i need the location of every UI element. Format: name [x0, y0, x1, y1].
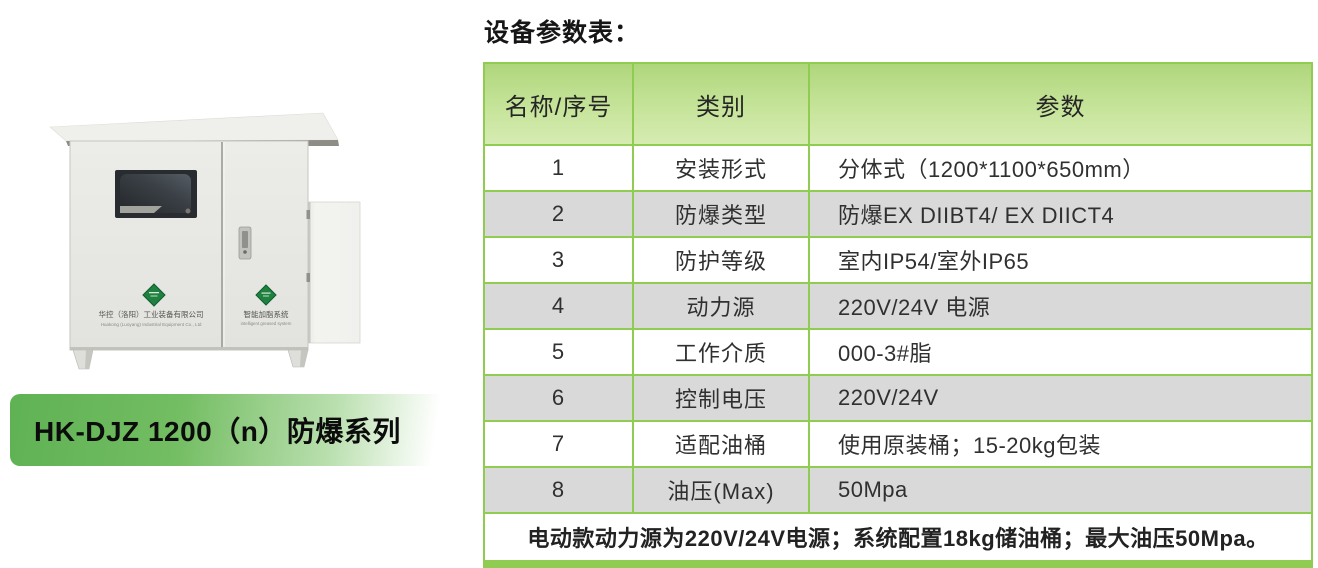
door-handle — [238, 226, 252, 260]
table-row: 7 适配油桶 使用原装桶；15-20kg包装 — [483, 420, 1313, 468]
table-row: 4 动力源 220V/24V 电源 — [483, 282, 1313, 330]
hinge-top — [306, 210, 310, 219]
cell-param: 220V/24V 电源 — [808, 282, 1313, 330]
cell-category: 控制电压 — [632, 374, 810, 422]
header-cell-param: 参数 — [808, 62, 1313, 146]
brand-logo-left — [142, 283, 166, 307]
table-row: 5 工作介质 000-3#脂 — [483, 328, 1313, 376]
left-door-text-en: Huakong (Luoyang) Industrial Equipment C… — [101, 322, 202, 327]
footer-note: 电动款动力源为220V/24V电源；系统配置18kg储油桶；最大油压50Mpa。 — [483, 512, 1313, 568]
cell-param: 使用原装桶；15-20kg包装 — [808, 420, 1313, 468]
cell-category: 适配油桶 — [632, 420, 810, 468]
cell-no: 6 — [483, 374, 634, 422]
cell-no: 5 — [483, 328, 634, 376]
footer-row: 电动款动力源为220V/24V电源；系统配置18kg储油桶；最大油压50Mpa。 — [483, 512, 1313, 568]
cell-no: 1 — [483, 144, 634, 192]
right-door-text-en: intelligent greased system — [241, 321, 292, 326]
cell-no: 8 — [483, 466, 634, 514]
cell-param: 室内IP54/室外IP65 — [808, 236, 1313, 284]
left-door-text-cn: 华控（洛阳）工业装备有限公司 — [99, 309, 204, 319]
product-photo: 华控（洛阳）工业装备有限公司 Huakong (Luoyang) Industr… — [49, 112, 361, 370]
cell-category: 安装形式 — [632, 144, 810, 192]
cell-param: 50Mpa — [808, 466, 1313, 514]
table-caption: 设备参数表： — [484, 19, 641, 47]
cell-param: 220V/24V — [808, 374, 1313, 422]
table-row: 6 控制电压 220V/24V — [483, 374, 1313, 422]
series-title-bar: HK-DJZ 1200（n）防爆系列 — [10, 394, 454, 466]
cell-no: 7 — [483, 420, 634, 468]
cell-category: 工作介质 — [632, 328, 810, 376]
table-row: 1 安装形式 分体式（1200*1100*650mm） — [483, 144, 1313, 192]
page-root: 华控（洛阳）工业装备有限公司 Huakong (Luoyang) Industr… — [10, 19, 1313, 568]
hinge-bottom — [306, 273, 310, 282]
cell-param: 分体式（1200*1100*650mm） — [808, 144, 1313, 192]
spec-table: 名称/序号 类别 参数 1 安装形式 分体式（1200*1100*650mm） … — [483, 62, 1313, 568]
header-row: 名称/序号 类别 参数 — [483, 62, 1313, 146]
cell-no: 2 — [483, 190, 634, 238]
right-door-text-cn: 智能加脂系统 — [244, 309, 289, 319]
cabinet-window — [115, 170, 197, 218]
table-row: 3 防护等级 室内IP54/室外IP65 — [483, 236, 1313, 284]
cell-category: 动力源 — [632, 282, 810, 330]
brand-logo-right — [255, 284, 277, 306]
cabinet-feet — [72, 349, 309, 370]
header-cell-category: 类别 — [632, 62, 810, 146]
cell-param: 000-3#脂 — [808, 328, 1313, 376]
table-row: 8 油压(Max) 50Mpa — [483, 466, 1313, 514]
cell-category: 油压(Max) — [632, 466, 810, 514]
cell-param: 防爆EX DIIBT4/ EX DIICT4 — [808, 190, 1313, 238]
table-row: 2 防爆类型 防爆EX DIIBT4/ EX DIICT4 — [483, 190, 1313, 238]
header-cell-no: 名称/序号 — [483, 62, 634, 146]
cell-category: 防爆类型 — [632, 190, 810, 238]
cell-category: 防护等级 — [632, 236, 810, 284]
cell-no: 4 — [483, 282, 634, 330]
spec-table-wrap: 名称/序号 类别 参数 1 安装形式 分体式（1200*1100*650mm） … — [483, 62, 1313, 568]
cabinet-side-panel — [307, 201, 361, 344]
cell-no: 3 — [483, 236, 634, 284]
series-title: HK-DJZ 1200（n）防爆系列 — [34, 416, 401, 447]
